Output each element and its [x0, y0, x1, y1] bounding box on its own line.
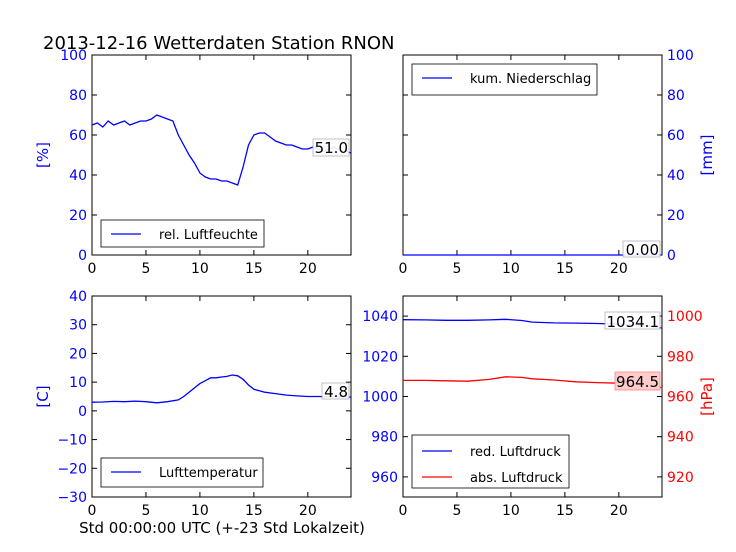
- series-line-rel-luftfeuchte: [91, 114, 352, 186]
- y-tick-label: 80: [69, 88, 87, 104]
- legend: rel. Luftfeuchte: [100, 219, 265, 248]
- y-tick-label: 40: [69, 168, 87, 184]
- y-tick-label: 60: [667, 128, 685, 144]
- y-tick-label: −30: [57, 490, 87, 506]
- value-label-box: [321, 382, 350, 400]
- y-tick-label: 980: [371, 430, 398, 446]
- y-tick-label: 100: [60, 48, 87, 64]
- x-tick-label: 0: [399, 261, 408, 277]
- x-tick-label: 15: [245, 261, 263, 277]
- x-tick-label: 10: [502, 261, 520, 277]
- y-tick-label: 10: [69, 375, 87, 391]
- legend-entry: Lufttemperatur: [159, 466, 258, 481]
- x-tick-label: 5: [452, 503, 461, 519]
- x-tick-label: 0: [88, 503, 97, 519]
- value-label-box: [622, 240, 661, 258]
- chart-panel-3: 0 5 10 15 20 −30 −20 −10 0 10 20 30 40 [C] Lufttempera…: [34, 289, 352, 519]
- x-tick-label: 0: [88, 261, 97, 277]
- chart-panel-4: 0 5 10 15 20 960 980 1000 1020 1040 920 940 960 980 10…: [362, 295, 716, 519]
- x-tick-label: 20: [299, 503, 317, 519]
- x-tick-label: 10: [191, 261, 209, 277]
- series-line-lufttemperatur: [91, 374, 352, 404]
- value-label: 4.8: [324, 383, 348, 401]
- x-tick-label: 20: [299, 261, 317, 277]
- x-tick-label: 15: [556, 503, 574, 519]
- y-tick-label: 960: [371, 470, 398, 486]
- y-tick-label: 30: [69, 318, 87, 334]
- x-tick-label: 5: [141, 261, 150, 277]
- value-label-box: [604, 311, 661, 330]
- y-tick-label: 940: [667, 430, 694, 446]
- legend: red. Luftdruck abs. Luftdruck: [411, 434, 570, 489]
- x-tick-label: 20: [610, 503, 628, 519]
- value-label-box: [614, 371, 661, 391]
- y-tick-label: 40: [69, 289, 87, 305]
- y-tick-label: 0: [78, 248, 87, 264]
- chart-panel-2: 0 5 10 15 20 0 20 40 60 80 100 [mm] kum. Niederschla…: [399, 48, 716, 277]
- legend-entry: rel. Luftfeuchte: [159, 228, 258, 243]
- legend: kum. Niederschlag: [411, 63, 598, 96]
- y-tick-label: 960: [667, 390, 694, 406]
- legend: Lufttemperatur: [100, 457, 264, 488]
- value-label: 964.5: [616, 373, 659, 391]
- y-tick-label: 20: [69, 208, 87, 224]
- y-axis-label: [C]: [34, 385, 52, 407]
- x-tick-label: 20: [610, 261, 628, 277]
- value-label: 1034.1: [607, 313, 660, 331]
- legend-entry: red. Luftdruck: [470, 445, 561, 460]
- figure-title: 2013-12-16 Wetterdaten Station RNON: [43, 33, 394, 54]
- y-tick-label: −20: [57, 461, 87, 477]
- chart-panel-1: 0 5 10 15 20 0 20 40 60 80 100 [%] rel. Luftfeuchte 5…: [34, 48, 352, 277]
- y-tick-label: 20: [667, 208, 685, 224]
- legend-box: [411, 63, 598, 96]
- y-tick-label: 0: [78, 404, 87, 420]
- y-axis-label: [hPa]: [698, 377, 716, 416]
- legend-entry: abs. Luftdruck: [470, 471, 563, 486]
- x-tick-label: 10: [502, 503, 520, 519]
- y-tick-label: −10: [57, 433, 87, 449]
- x-tick-label: 15: [556, 261, 574, 277]
- y-axis-label: [mm]: [698, 135, 716, 176]
- legend-box: [411, 434, 570, 489]
- x-tick-label: 5: [141, 503, 150, 519]
- y-tick-label: 100: [667, 48, 694, 64]
- legend-entry: kum. Niederschlag: [470, 72, 591, 87]
- y-tick-label: 1020: [362, 349, 398, 365]
- y-tick-label: 1000: [362, 390, 398, 406]
- y-tick-label: 980: [667, 349, 694, 365]
- y-tick-label: 920: [667, 470, 694, 486]
- y-tick-label: 80: [667, 88, 685, 104]
- x-tick-label: 5: [452, 261, 461, 277]
- value-label: 51.0: [315, 139, 348, 157]
- y-tick-label: 60: [69, 128, 87, 144]
- value-label: 0.00: [626, 241, 659, 259]
- y-axis-label: [%]: [34, 142, 52, 168]
- x-axis-label: Std 00:00:00 UTC (+-23 Std Lokalzeit): [79, 519, 365, 537]
- y-tick-label: 1040: [362, 309, 398, 325]
- plot-frame: [91, 54, 352, 256]
- y-tick-label: 20: [69, 346, 87, 362]
- x-tick-label: 0: [399, 503, 408, 519]
- value-label-box: [312, 138, 350, 157]
- y-tick-label: 40: [667, 168, 685, 184]
- x-tick-label: 10: [191, 503, 209, 519]
- y-tick-label: 0: [667, 248, 676, 264]
- y-tick-label: 1000: [667, 309, 703, 325]
- x-tick-label: 15: [245, 503, 263, 519]
